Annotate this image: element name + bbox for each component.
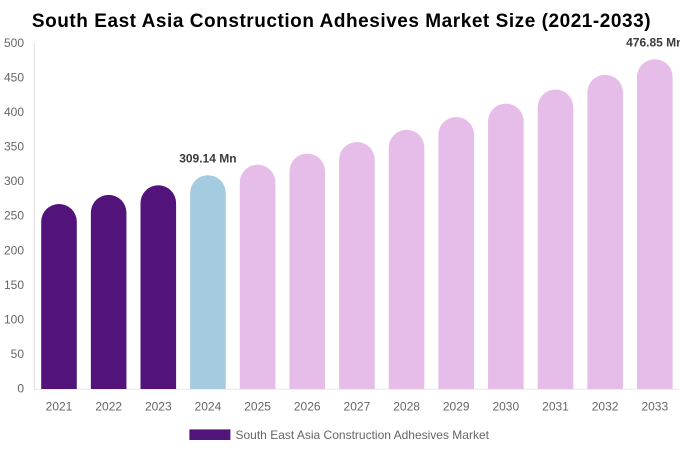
- svg-text:2025: 2025: [244, 399, 271, 413]
- svg-text:2032: 2032: [592, 399, 619, 413]
- svg-text:476.85 Mn: 476.85 Mn: [626, 35, 680, 49]
- svg-text:2022: 2022: [95, 399, 122, 413]
- svg-text:2031: 2031: [542, 399, 569, 413]
- svg-text:300: 300: [4, 174, 24, 188]
- svg-text:0: 0: [17, 382, 24, 396]
- svg-text:100: 100: [4, 312, 24, 326]
- svg-text:2028: 2028: [393, 399, 420, 413]
- svg-text:350: 350: [4, 140, 24, 154]
- svg-text:2026: 2026: [294, 399, 321, 413]
- svg-text:2033: 2033: [641, 399, 668, 413]
- svg-text:150: 150: [4, 278, 24, 292]
- svg-text:2024: 2024: [195, 399, 222, 413]
- svg-text:450: 450: [4, 70, 24, 84]
- svg-text:2027: 2027: [344, 399, 371, 413]
- svg-text:South East Asia Construction A: South East Asia Construction Adhesives M…: [32, 11, 651, 32]
- svg-text:250: 250: [4, 209, 24, 223]
- svg-text:2029: 2029: [443, 399, 470, 413]
- svg-text:309.14 Mn: 309.14 Mn: [179, 151, 236, 165]
- svg-text:South East Asia Construction A: South East Asia Construction Adhesives M…: [236, 428, 490, 442]
- svg-text:2021: 2021: [46, 399, 73, 413]
- svg-text:50: 50: [11, 347, 25, 361]
- svg-text:200: 200: [4, 243, 24, 257]
- svg-text:2030: 2030: [492, 399, 519, 413]
- svg-text:400: 400: [4, 105, 24, 119]
- svg-text:500: 500: [4, 36, 24, 50]
- svg-text:2023: 2023: [145, 399, 172, 413]
